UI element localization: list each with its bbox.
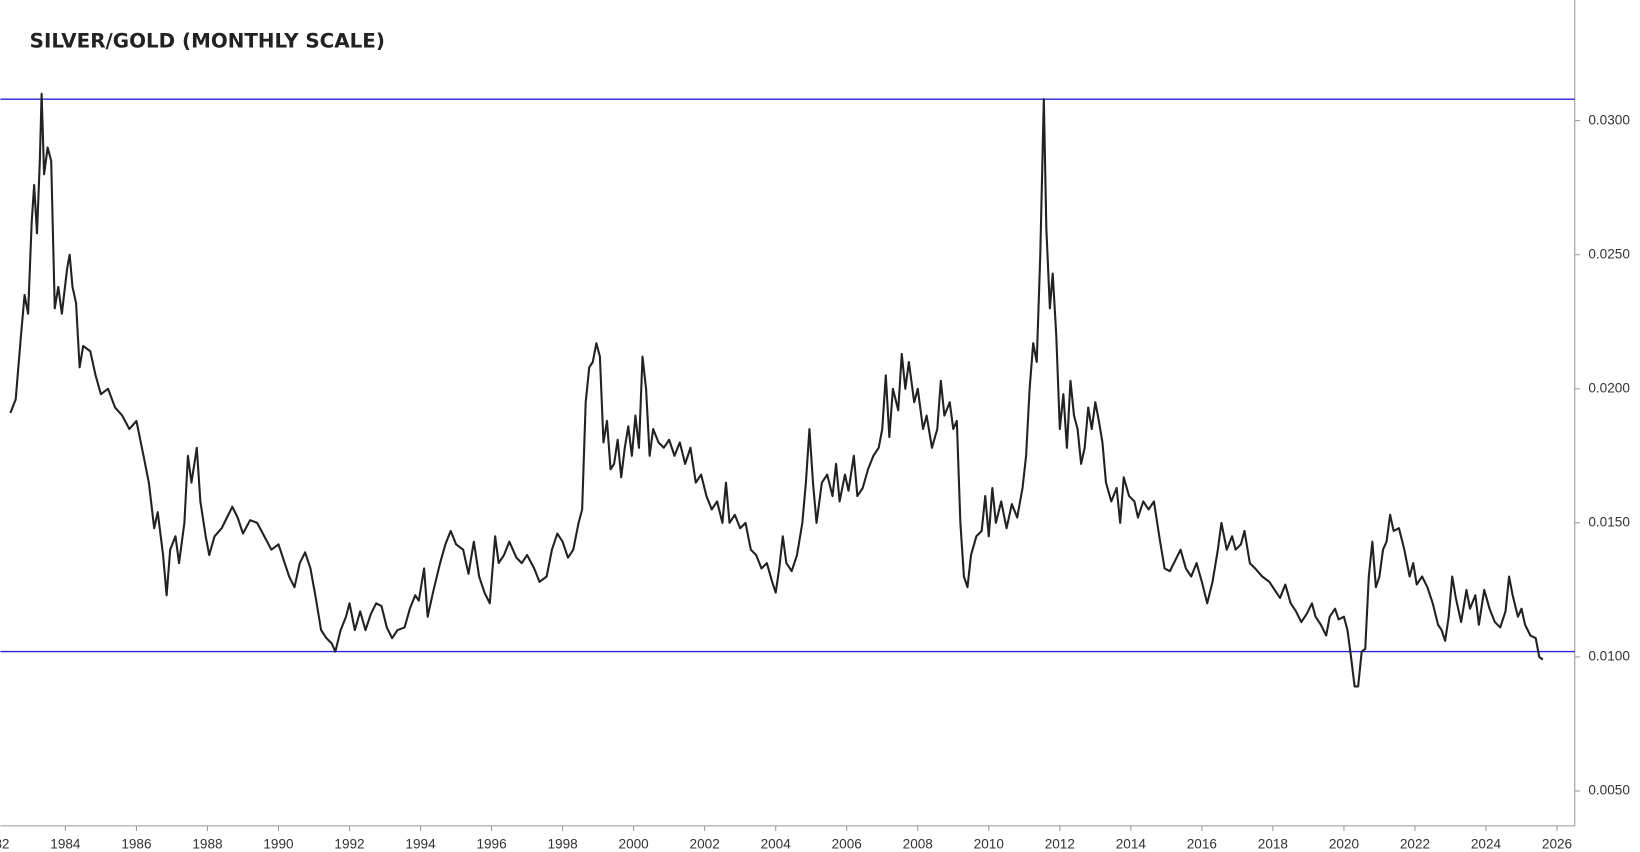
x-tick-label: 1996 xyxy=(476,836,506,851)
x-tick-label: 2024 xyxy=(1471,836,1502,851)
x-tick-label: 2026 xyxy=(1542,836,1572,851)
price-line xyxy=(9,92,1544,688)
y-tick-label: 0.0200 xyxy=(1588,380,1630,395)
x-tick-label: 1994 xyxy=(405,836,436,851)
y-tick-label: 0.0250 xyxy=(1588,246,1630,261)
x-tick-label: 1990 xyxy=(263,836,294,851)
x-tick-label: 2018 xyxy=(1258,836,1288,851)
x-tick-label: 2016 xyxy=(1187,836,1217,851)
x-tick-label: 1998 xyxy=(547,836,577,851)
x-tick-label: 2000 xyxy=(619,836,650,851)
chart-title: SILVER/GOLD (MONTHLY SCALE) xyxy=(30,29,385,52)
x-tick-label: 2006 xyxy=(832,836,862,851)
x-tick-label: 1984 xyxy=(50,836,81,851)
x-tick-label: 2020 xyxy=(1329,836,1360,851)
x-tick-label: 2012 xyxy=(1045,836,1075,851)
x-tick-label: 2022 xyxy=(1400,836,1430,851)
y-tick-label: 0.0150 xyxy=(1588,514,1630,529)
x-tick-label: 2002 xyxy=(690,836,720,851)
y-tick-label: 0.0100 xyxy=(1588,649,1630,664)
x-tick-label: 2004 xyxy=(761,836,792,851)
x-tick-label: 2010 xyxy=(974,836,1005,851)
y-tick-label: 0.0050 xyxy=(1588,783,1630,798)
x-tick-label: 1988 xyxy=(192,836,222,851)
x-tick-label: 1992 xyxy=(334,836,364,851)
y-tick-label: 0.0300 xyxy=(1588,112,1630,127)
x-tick-label: 2008 xyxy=(903,836,933,851)
x-tick-label: 1982 xyxy=(0,836,9,851)
x-tick-label: 2014 xyxy=(1116,836,1147,851)
x-tick-label: 1986 xyxy=(121,836,151,851)
